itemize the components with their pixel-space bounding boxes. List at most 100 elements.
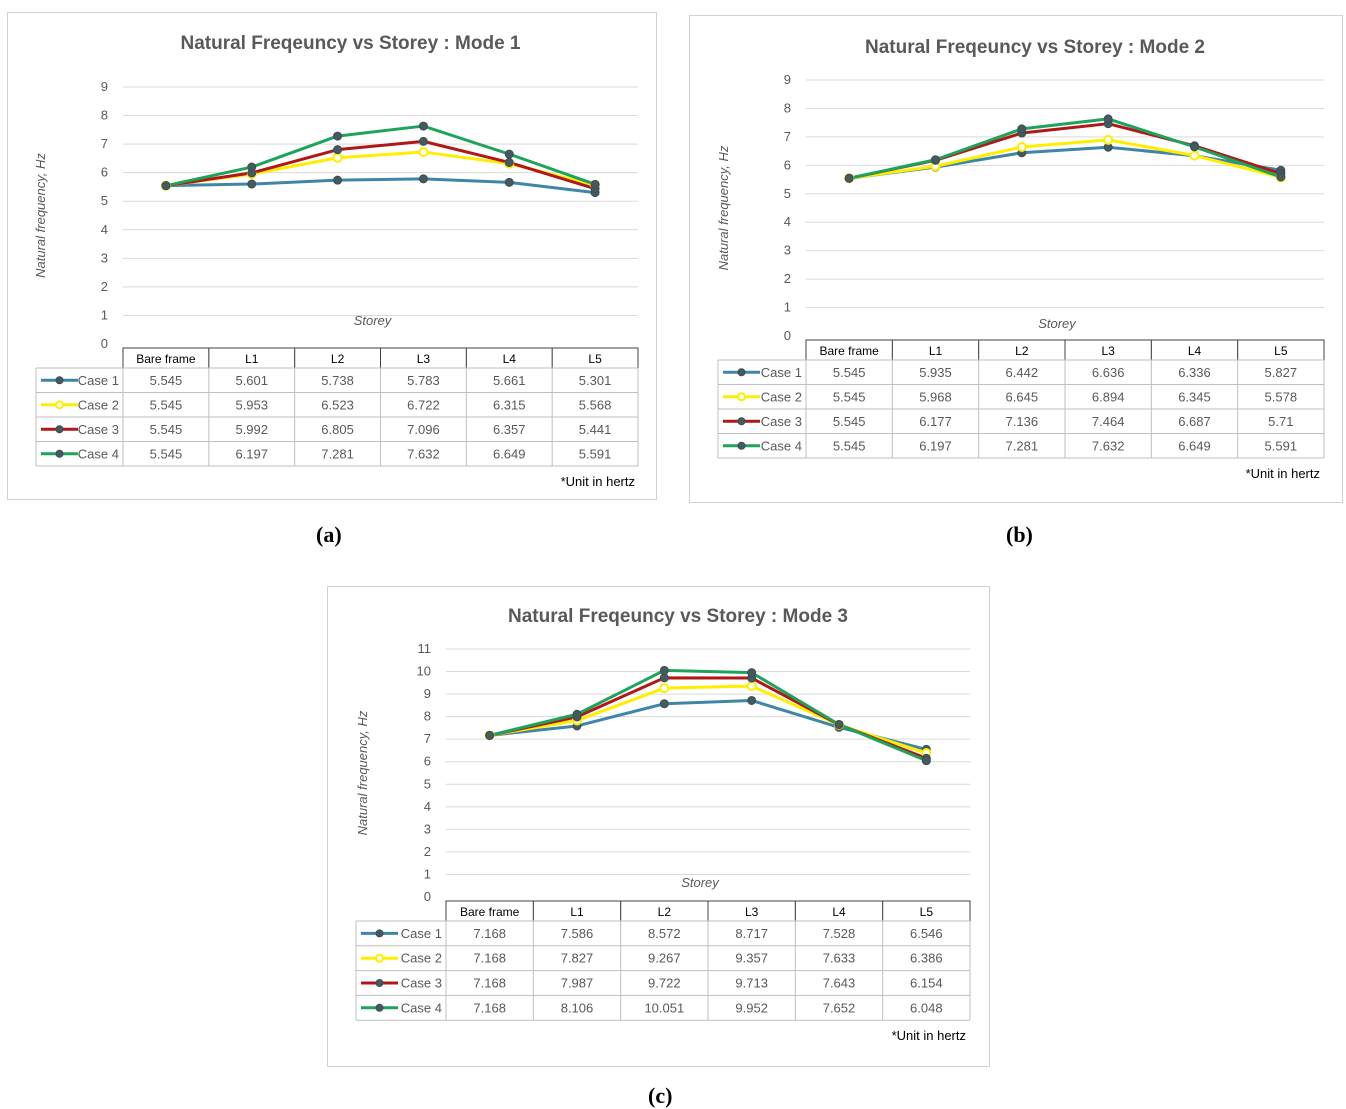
data-label: 6.523 [321, 397, 354, 412]
data-label: 5.827 [1265, 365, 1298, 380]
chart-panel-mode-1: Natural Freqeuncy vs Storey : Mode 1 0 1 2 3… [7, 12, 657, 500]
data-point-case-4 [921, 756, 931, 766]
data-point-case-4 [659, 665, 669, 675]
table-header-cell: L2 [331, 352, 345, 366]
data-label: 5.601 [235, 373, 268, 388]
y-tick-label: 7 [101, 136, 108, 151]
legend-label: Case 2 [401, 951, 442, 966]
y-tick-label: 8 [424, 709, 431, 724]
data-point-case-4 [834, 719, 844, 729]
table-header-cell: Bare frame [460, 905, 520, 919]
y-tick-label: 1 [784, 300, 791, 315]
legend-label: Case 3 [78, 422, 119, 437]
table-header-cell: L5 [1274, 344, 1288, 358]
table-header-cell: L2 [1015, 344, 1029, 358]
table-header-cell: L2 [658, 905, 672, 919]
data-label: 5.545 [150, 397, 183, 412]
series-line-case-4 [489, 668, 927, 763]
data-label: 5.783 [407, 373, 440, 388]
data-label: 6.357 [493, 422, 526, 437]
series-line-case-3 [165, 139, 596, 191]
caption-b: (b) [1006, 522, 1033, 547]
data-label: 8.572 [648, 926, 681, 941]
y-tick-label: 6 [784, 157, 791, 172]
data-label: 7.168 [473, 926, 506, 941]
data-label: 6.636 [1092, 365, 1125, 380]
data-label: 6.546 [910, 926, 943, 941]
data-point-case-4 [1017, 124, 1027, 134]
y-tick-label: 3 [101, 250, 108, 265]
data-label: 5.935 [919, 365, 952, 380]
y-tick-label: 0 [101, 336, 108, 351]
data-point-case-2 [332, 152, 343, 163]
data-label: 5.441 [579, 422, 612, 437]
data-label: 6.442 [1006, 365, 1039, 380]
y-axis-label: Natural frequency, Hz [716, 145, 731, 270]
legend-marker-case-1 [55, 376, 64, 385]
data-label: 6.805 [321, 422, 354, 437]
data-point-case-1 [333, 175, 343, 185]
data-point-case-4 [333, 131, 343, 141]
data-label: 5.545 [833, 389, 866, 404]
data-point-case-4 [485, 730, 495, 740]
data-label: 7.136 [1006, 414, 1039, 429]
data-point-case-4 [247, 162, 257, 172]
data-point-case-1 [504, 177, 514, 187]
series-line-case-4 [165, 124, 596, 188]
caption-a: (a) [316, 522, 342, 547]
data-point-case-3 [504, 157, 514, 167]
data-label: 8.106 [561, 1000, 594, 1015]
data-label: 7.281 [1006, 438, 1039, 453]
legend-marker-case-3 [55, 425, 64, 434]
data-label: 5.545 [150, 446, 183, 461]
data-point-case-1 [747, 695, 757, 705]
table-header-cell: L4 [1188, 344, 1202, 358]
data-label: 6.315 [493, 397, 526, 412]
series-line-case-4 [848, 117, 1282, 180]
table-header-cell: L1 [570, 905, 584, 919]
legend-marker-case-1 [375, 929, 384, 938]
y-tick-label: 5 [101, 193, 108, 208]
y-tick-label: 6 [424, 754, 431, 769]
data-label: 7.643 [823, 976, 856, 991]
data-label: 9.267 [648, 951, 681, 966]
data-label: 9.722 [648, 976, 681, 991]
data-point-case-4 [590, 179, 600, 189]
table-header-cell: L4 [503, 352, 517, 366]
data-point-case-2 [1189, 150, 1200, 161]
data-label: 6.345 [1178, 389, 1211, 404]
data-point-case-2 [1016, 141, 1027, 152]
legend-label: Case 1 [401, 926, 442, 941]
data-label: 5.545 [833, 414, 866, 429]
data-label: 7.096 [407, 422, 440, 437]
legend-label: Case 4 [761, 438, 802, 453]
data-label: 6.177 [919, 414, 952, 429]
data-point-case-2 [659, 683, 670, 694]
data-label: 7.281 [321, 446, 354, 461]
legend-marker-case-4 [737, 441, 746, 450]
legend-label: Case 1 [78, 373, 119, 388]
y-tick-label: 3 [424, 821, 431, 836]
data-point-case-4 [418, 121, 428, 131]
legend-marker-case-2 [55, 400, 64, 410]
data-point-case-2 [418, 147, 429, 158]
y-tick-label: 9 [424, 686, 431, 701]
data-label: 7.528 [823, 926, 856, 941]
data-label: 9.357 [735, 951, 768, 966]
y-tick-label: 7 [784, 129, 791, 144]
data-point-case-3 [659, 673, 669, 683]
data-point-case-3 [333, 145, 343, 155]
chart-title: Natural Freqeuncy vs Storey : Mode 1 [181, 33, 521, 54]
data-point-case-2 [746, 681, 757, 692]
y-tick-label: 4 [784, 214, 791, 229]
y-axis-label: Natural frequency, Hz [33, 153, 48, 278]
data-point-case-2 [1103, 134, 1114, 145]
y-tick-label: 2 [101, 279, 108, 294]
table-header-cell: L4 [832, 905, 846, 919]
data-point-case-3 [418, 136, 428, 146]
legend-marker-case-2 [737, 392, 746, 402]
table-header-cell: L3 [1101, 344, 1115, 358]
data-label: 7.168 [473, 951, 506, 966]
data-label: 6.722 [407, 397, 440, 412]
legend-marker-case-3 [737, 417, 746, 426]
